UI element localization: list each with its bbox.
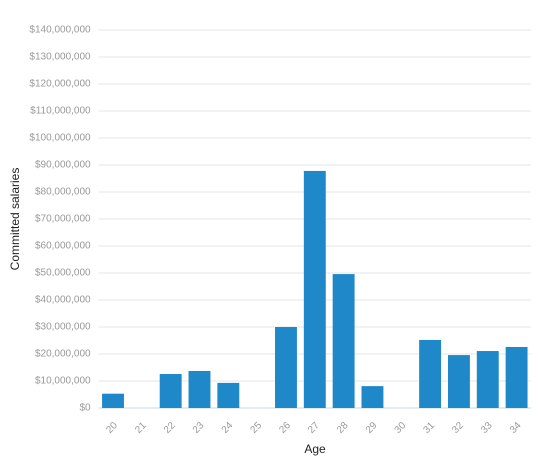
x-tick-label: 31 xyxy=(421,420,437,436)
y-tick-label: $80,000,000 xyxy=(35,187,91,198)
y-tick-label: $40,000,000 xyxy=(35,295,91,306)
bar xyxy=(303,170,326,408)
bar xyxy=(332,274,355,408)
x-tick-label: 30 xyxy=(393,420,409,436)
y-tick-label: $130,000,000 xyxy=(29,52,91,63)
y-tick-label: $140,000,000 xyxy=(29,25,91,36)
x-tick-label: 21 xyxy=(133,420,149,436)
x-tick-label: 29 xyxy=(364,420,380,436)
bar xyxy=(447,355,470,408)
bar xyxy=(159,373,182,408)
y-tick-label: $100,000,000 xyxy=(29,133,91,144)
x-tick-label: 23 xyxy=(191,420,207,436)
x-axis-title: Age xyxy=(304,442,326,456)
x-tick-label: 25 xyxy=(248,420,264,436)
y-tick-label: $60,000,000 xyxy=(35,241,91,252)
x-tick-label: 22 xyxy=(162,420,178,436)
y-tick-label: $120,000,000 xyxy=(29,79,91,90)
y-axis-title: Committed salaries xyxy=(8,168,22,271)
y-tick-label: $20,000,000 xyxy=(35,349,91,360)
y-tick-label: $110,000,000 xyxy=(30,106,91,117)
y-tick-label: $70,000,000 xyxy=(35,214,91,225)
x-tick-label: 24 xyxy=(220,420,236,436)
y-tick-label: $30,000,000 xyxy=(35,322,91,333)
y-tick-label: $90,000,000 xyxy=(35,160,91,171)
bar xyxy=(419,339,442,408)
y-tick-label: $0 xyxy=(79,403,91,414)
bar xyxy=(188,371,211,408)
bar xyxy=(505,346,528,408)
x-tick-label: 26 xyxy=(277,420,293,436)
x-tick-label: 34 xyxy=(508,420,524,436)
bar xyxy=(102,393,124,408)
y-tick-label: $50,000,000 xyxy=(35,268,91,279)
x-tick-label: 27 xyxy=(306,420,322,436)
x-tick-label: 32 xyxy=(450,420,466,436)
x-tick-label: 33 xyxy=(479,420,495,436)
x-tick-label: 28 xyxy=(335,420,351,436)
x-tick-label: 20 xyxy=(104,420,120,436)
bar xyxy=(476,351,499,408)
bar xyxy=(361,386,384,408)
bar xyxy=(217,382,240,408)
bar xyxy=(275,327,297,408)
y-tick-label: $10,000,000 xyxy=(35,376,91,387)
